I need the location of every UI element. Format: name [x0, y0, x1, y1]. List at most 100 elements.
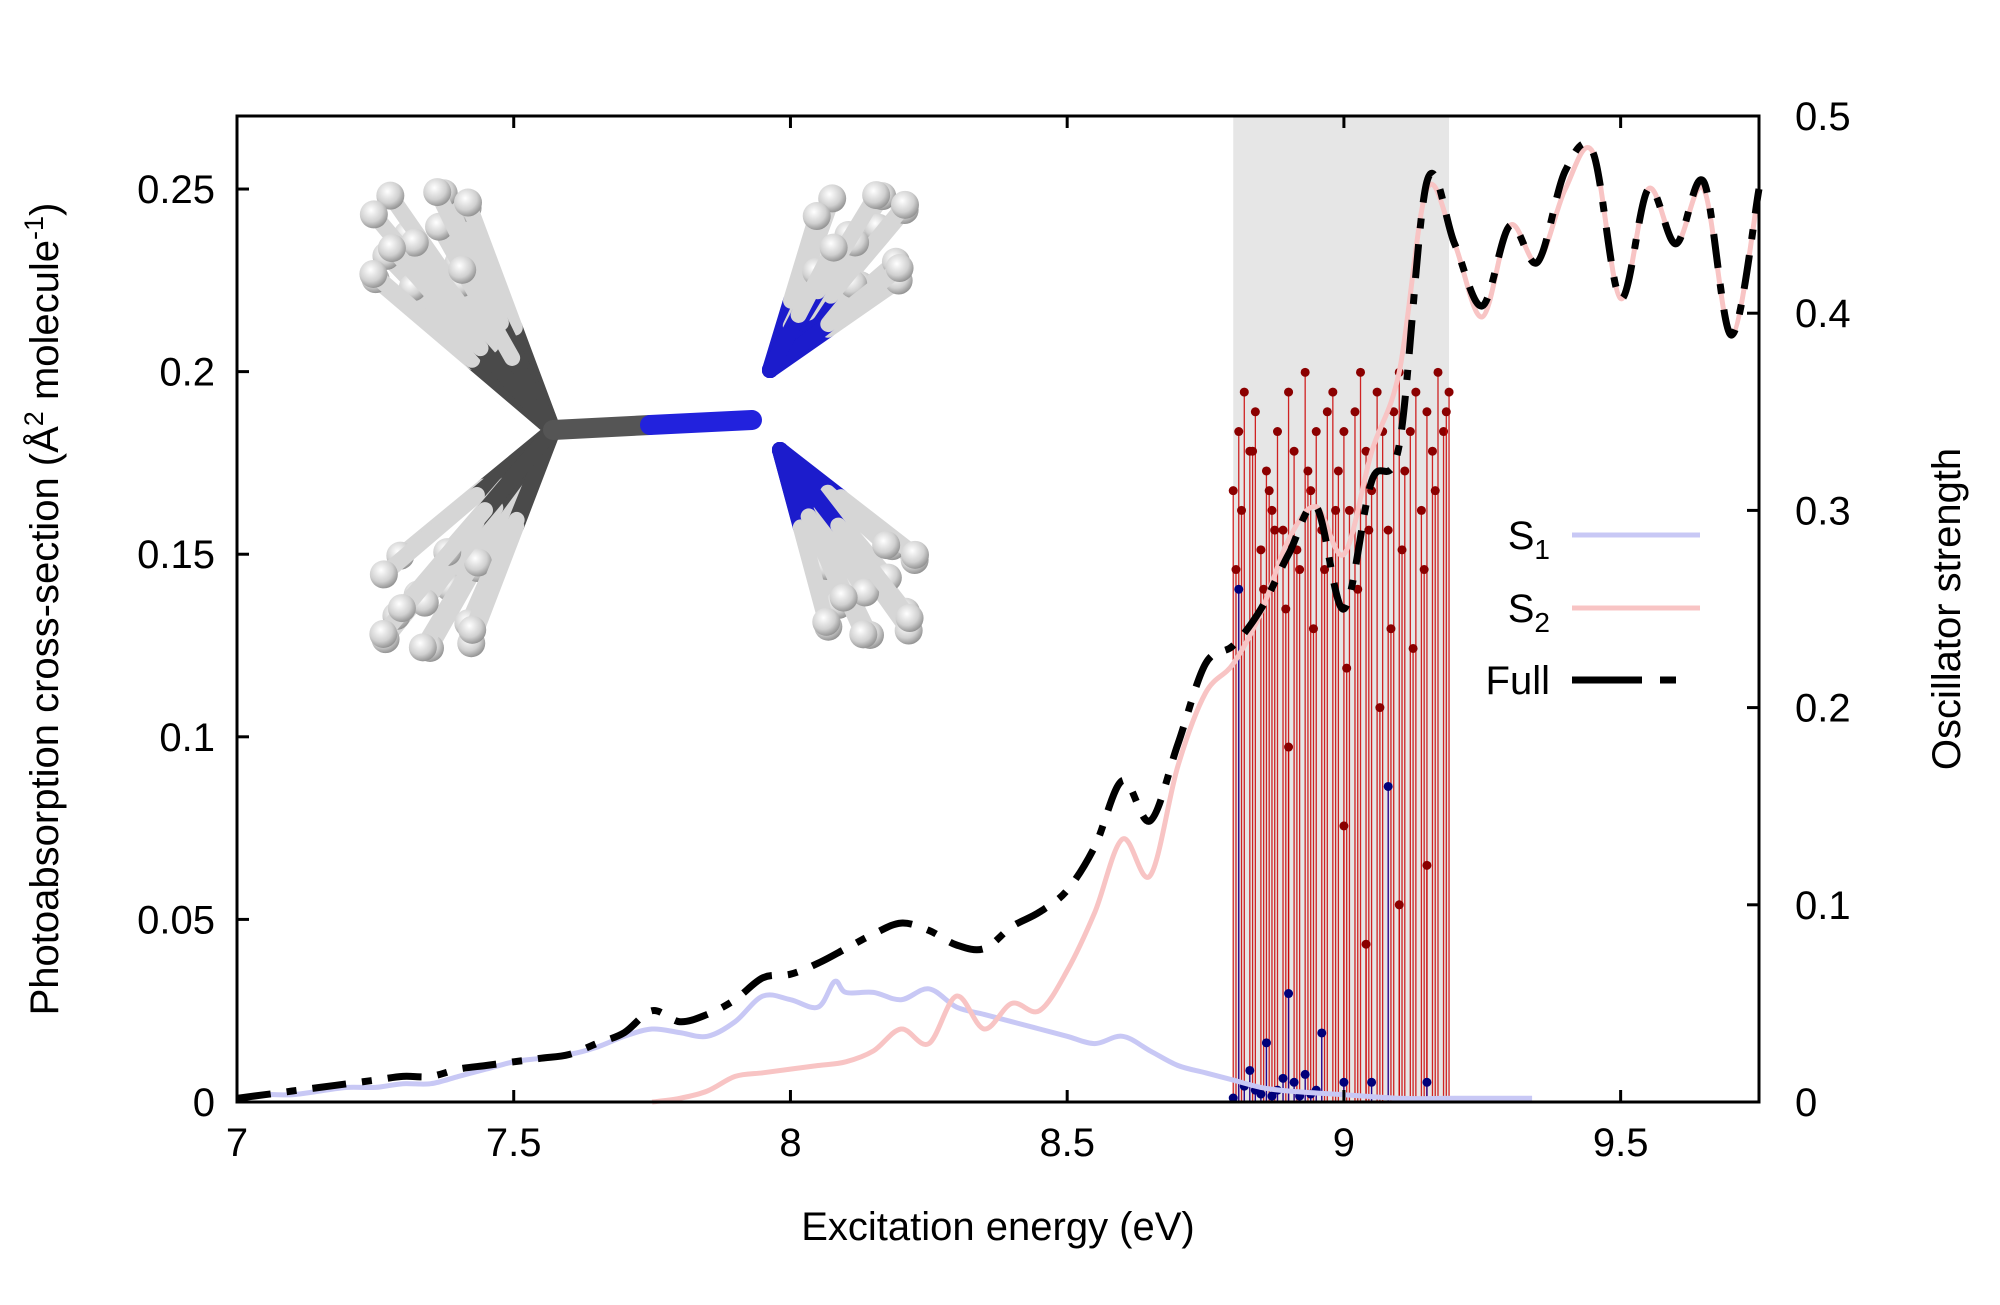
stick-marker-S2-sticks	[1353, 584, 1363, 594]
molecule-inset	[359, 178, 929, 662]
stick-marker-S2-sticks	[1331, 505, 1341, 515]
h-atom-n-up	[885, 254, 914, 283]
label-part: )	[23, 203, 67, 216]
bond	[365, 265, 481, 368]
stick-marker-S2-sticks	[1361, 446, 1371, 456]
stick-marker-S2-sticks	[1339, 821, 1349, 831]
h-atom-c1-up	[376, 181, 405, 210]
stick-marker-S2-sticks	[1364, 525, 1374, 535]
stick-marker-S2-sticks	[1320, 565, 1330, 575]
stick-marker-S1-sticks	[1261, 1038, 1271, 1048]
stick-marker-S2-sticks	[1272, 427, 1282, 437]
plot-frame	[235, 114, 1761, 1104]
stick-marker-S2-sticks	[1250, 407, 1260, 417]
stick-marker-S2-sticks	[1303, 466, 1313, 476]
h-atom-c1-down	[458, 615, 487, 644]
series-line-Full	[236, 140, 1763, 1102]
superscript: -1	[19, 216, 49, 240]
stick-marker-S2-sticks	[1361, 939, 1371, 949]
h-atom-c1-up	[359, 259, 388, 288]
stick-marker-S2-sticks	[1411, 387, 1421, 397]
stick-marker-S2-sticks	[1419, 565, 1429, 575]
stick-marker-S2-sticks	[1433, 367, 1443, 377]
stick-marker-S2-sticks	[1344, 505, 1354, 515]
stick-marker-S2-sticks	[1231, 565, 1241, 575]
bond	[783, 208, 825, 309]
stick-marker-S1-sticks	[1228, 1093, 1238, 1103]
h-atom-n-down	[851, 578, 880, 607]
stick-marker-S2-sticks	[1386, 624, 1396, 634]
bond	[762, 306, 807, 378]
stick-marker-S2-sticks	[1427, 446, 1437, 456]
spectrum-lines	[236, 140, 1763, 1105]
x-axis-title: Excitation energy (eV)	[801, 1205, 1195, 1249]
stick-marker-S1-sticks	[1383, 781, 1393, 791]
y-right-tick-label: 0.4	[1795, 292, 1851, 336]
h-atom-n-down	[829, 583, 858, 612]
stick-marker-S2-sticks	[1444, 387, 1454, 397]
stick-marker-S2-sticks	[1308, 624, 1318, 634]
y-right-tick-label: 0.1	[1795, 884, 1851, 928]
stick-marker-S2-sticks	[1228, 486, 1238, 496]
stick-marker-S2-sticks	[1234, 427, 1244, 437]
bond	[800, 508, 852, 606]
label-part: Photoabsorption cross-section (Å	[22, 426, 67, 1016]
stick-marker-S2-sticks	[1239, 387, 1249, 397]
stick-marker-S1-sticks	[1422, 1077, 1432, 1087]
stick-marker-S2-sticks	[1397, 545, 1407, 555]
stick-marker-S2-sticks	[1333, 466, 1343, 476]
y-left-tick-label: 0.05	[137, 898, 215, 942]
stick-marker-S1-sticks	[1300, 1069, 1310, 1079]
stick-marker-S2-sticks	[1416, 505, 1426, 515]
stick-marker-S2-sticks	[1284, 742, 1294, 752]
stick-marker-S2-sticks	[1278, 525, 1288, 535]
y-left-tick-label: 0.15	[137, 533, 215, 577]
stick-marker-S2-sticks	[1339, 427, 1349, 437]
legend-label: Full	[1486, 659, 1550, 703]
series-line-S1	[236, 978, 1533, 1102]
bond	[459, 194, 523, 336]
stick-marker-S2-sticks	[1284, 387, 1294, 397]
bond	[383, 240, 489, 357]
y-left-tick-label: 0.2	[159, 351, 215, 395]
y-left-tick-label: 0	[193, 1081, 215, 1125]
h-atom-c1-up	[453, 188, 482, 217]
stick-marker-S1-sticks	[1317, 1028, 1327, 1038]
h-atom-n-up	[890, 190, 919, 219]
stick-marker-S2-sticks	[1322, 407, 1332, 417]
y-right-tick-label: 0.2	[1795, 687, 1851, 731]
stick-marker-S2-sticks	[1430, 486, 1440, 496]
h-atom-c1-down	[408, 633, 437, 662]
h-atom-c1-down	[387, 594, 416, 623]
stick-marker-S2-sticks	[1270, 525, 1280, 535]
legend-label: S2	[1508, 587, 1550, 638]
h-atom-n-down	[895, 604, 924, 633]
stick-marker-S2-sticks	[1300, 367, 1310, 377]
label-part: molecule	[23, 240, 67, 411]
stick-marker-S2-sticks	[1342, 663, 1352, 673]
stick-marker-S2-sticks	[1281, 604, 1291, 614]
stick-marker-S1-sticks	[1289, 1077, 1299, 1087]
bond	[375, 486, 485, 583]
stick-marker-S2-sticks	[1256, 545, 1266, 555]
stick-marker-S1-sticks	[1284, 989, 1294, 999]
legend: S1 S2 Full	[1486, 514, 1700, 703]
stick-marker-S2-sticks	[1356, 367, 1366, 377]
h-atom-n-down	[900, 540, 929, 569]
bond	[429, 184, 509, 331]
stick-marker-S2-sticks	[1408, 643, 1418, 653]
h-atom-c1-up	[448, 255, 477, 284]
y-left-tick-label: 0.1	[159, 716, 215, 760]
bond	[464, 511, 525, 638]
h-atom-c1-down	[463, 548, 492, 577]
bond	[772, 442, 817, 525]
h-atom-n-up	[862, 181, 891, 210]
stick-marker-S2-sticks	[1422, 407, 1432, 417]
y-right-tick-label: 0	[1795, 1081, 1817, 1125]
y-left-tick-label: 0.25	[137, 168, 215, 212]
stick-marker-S2-sticks	[1400, 466, 1410, 476]
stick-marker-S1-sticks	[1339, 1077, 1349, 1087]
bond	[640, 410, 762, 435]
